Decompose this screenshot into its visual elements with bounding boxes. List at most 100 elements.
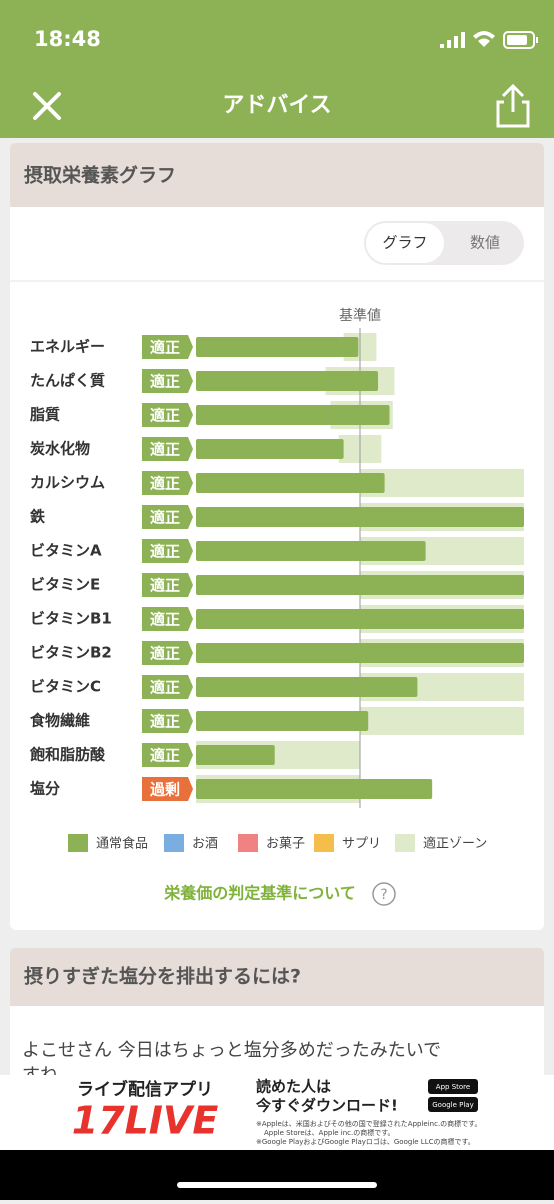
legend-label: サプリ	[342, 837, 381, 852]
ad-tagline: ライブ配信アプリ	[77, 1079, 213, 1100]
status-tag	[142, 607, 193, 631]
body-text: よこせさん 今日はちょっと塩分多めだったみたいで	[22, 1040, 441, 1061]
status-tag	[142, 369, 193, 393]
bar	[196, 575, 524, 595]
category-label: 炭水化物	[30, 440, 90, 458]
status-tag	[142, 539, 193, 563]
category-label: 脂質	[30, 406, 60, 424]
status-tag	[142, 777, 193, 801]
status-text: 適正	[150, 747, 180, 765]
ad-note: ※Appleは、米国およびその他の国で登録されたAppleinc.の商標です。	[256, 1119, 481, 1128]
status-text: 適正	[150, 543, 180, 561]
bar	[196, 337, 359, 357]
category-label: ビタミンC	[30, 678, 101, 696]
category-label: 飽和脂肪酸	[29, 746, 106, 764]
bar	[196, 779, 433, 799]
bar	[196, 507, 524, 527]
home-indicator	[177, 1182, 377, 1188]
bar	[196, 473, 385, 493]
bar	[196, 371, 379, 391]
status-tag	[142, 335, 193, 359]
status-tag	[142, 471, 193, 495]
header-title: アドバイス	[222, 93, 331, 118]
category-label: 食物繊維	[30, 712, 90, 730]
card-title-bg	[10, 143, 544, 207]
bottom-bar	[0, 1150, 554, 1200]
close-button[interactable]	[33, 92, 61, 120]
tab[interactable]: グラフ	[382, 234, 427, 252]
help-icon-text: ?	[380, 887, 387, 903]
status-text: 適正	[150, 509, 180, 527]
legend-label: お菓子	[266, 837, 305, 852]
header-bg	[0, 0, 554, 138]
time: 18:48	[34, 27, 101, 51]
legend-label: 通常食品	[96, 836, 148, 852]
status-text: 適正	[150, 441, 180, 459]
legend-label: お酒	[192, 837, 218, 852]
bar	[196, 745, 275, 765]
bar	[196, 711, 369, 731]
category-label: 塩分	[30, 780, 60, 798]
tab[interactable]: 数値	[470, 234, 500, 252]
status-text: 適正	[150, 475, 180, 493]
status-tag	[142, 437, 193, 461]
card2-title-bg	[10, 948, 544, 1006]
status-text: 適正	[150, 611, 180, 629]
card2-title: 摂りすぎた塩分を排出するには?	[24, 965, 301, 988]
status-text: 適正	[150, 577, 180, 595]
reference-label: 基準値	[339, 307, 381, 324]
status-text: 適正	[150, 407, 180, 425]
status-text: 過剰	[149, 781, 180, 799]
bar	[196, 405, 390, 425]
ad-note: ※Google PlayおよびGoogle Playロゴは、Google LLC…	[256, 1137, 475, 1146]
category-label: ビタミンE	[30, 576, 100, 594]
ad-note: Apple Storeは、Apple inc.の商標です。	[264, 1128, 395, 1137]
legend-swatch	[395, 834, 415, 852]
category-label: エネルギー	[30, 338, 105, 356]
status-tag	[142, 505, 193, 529]
card-title: 摂取栄養素グラフ	[24, 164, 176, 187]
google-play-badge[interactable]	[428, 1097, 478, 1112]
status-text: 適正	[150, 713, 180, 731]
bar	[196, 439, 344, 459]
ad-brand: 17LIVE	[72, 1099, 219, 1143]
status-text: 適正	[150, 679, 180, 697]
status-tag	[142, 709, 193, 733]
status-text: 適正	[150, 645, 180, 663]
ad-headline: 今すぐダウンロード!	[255, 1097, 398, 1115]
status-tag	[142, 641, 193, 665]
ad-headline: 読めた人は	[256, 1078, 331, 1096]
category-label: ビタミンA	[30, 542, 102, 560]
toggle-active[interactable]	[366, 223, 444, 263]
criteria-link[interactable]: 栄養価の判定基準について	[163, 884, 356, 903]
status-tag	[142, 403, 193, 427]
category-label: たんぱく質	[30, 372, 105, 390]
legend-swatch	[164, 834, 184, 852]
bar	[196, 677, 418, 697]
badge-text: Google Play	[432, 1101, 474, 1109]
app-store-badge[interactable]	[428, 1079, 478, 1094]
status-tag	[142, 675, 193, 699]
badge-text: App Store	[436, 1083, 470, 1091]
bar	[196, 609, 524, 629]
category-label: ビタミンB2	[30, 644, 112, 662]
category-label: ビタミンB1	[30, 610, 112, 628]
status-text: 適正	[150, 339, 180, 357]
adequate-zone	[360, 469, 524, 497]
legend-label: 適正ゾーン	[423, 836, 487, 852]
help-icon[interactable]	[372, 882, 396, 906]
status-text: 適正	[150, 373, 180, 391]
legend-swatch	[68, 834, 88, 852]
legend-swatch	[314, 834, 334, 852]
category-label: 鉄	[30, 508, 45, 526]
share-button[interactable]	[496, 83, 530, 128]
status-tag	[142, 743, 193, 767]
adequate-zone	[360, 707, 524, 735]
category-label: カルシウム	[30, 474, 105, 492]
status-tag	[142, 573, 193, 597]
bar	[196, 541, 426, 561]
bar	[196, 643, 524, 663]
status-icons	[440, 31, 538, 49]
legend-swatch	[238, 834, 258, 852]
